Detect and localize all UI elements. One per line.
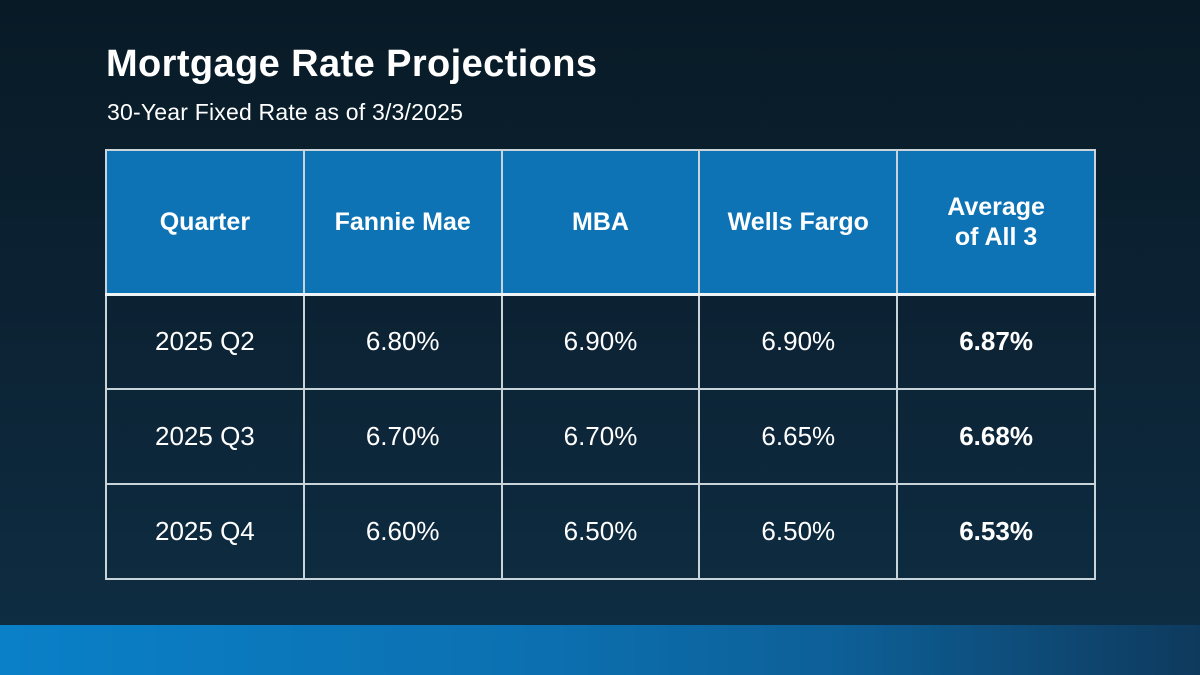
column-header-average-line1: Average bbox=[947, 192, 1045, 221]
column-header-quarter: Quarter bbox=[105, 149, 305, 296]
cell-wells-fargo: 6.65% bbox=[698, 388, 899, 485]
projections-table: Quarter Fannie Mae MBA Wells Fargo Avera… bbox=[105, 149, 1096, 580]
table-row-q2: 2025 Q2 6.80% 6.90% 6.90% 6.87% bbox=[105, 293, 1096, 390]
column-header-fannie-mae: Fannie Mae bbox=[302, 149, 503, 296]
column-header-average-line2: of All 3 bbox=[954, 222, 1038, 251]
cell-quarter: 2025 Q2 bbox=[105, 293, 305, 390]
projections-table-container: Quarter Fannie Mae MBA Wells Fargo Avera… bbox=[105, 149, 1096, 580]
cell-fannie-mae: 6.70% bbox=[302, 388, 503, 485]
column-header-wells-fargo: Wells Fargo bbox=[698, 149, 899, 296]
column-header-average: Average of All 3 bbox=[896, 149, 1096, 296]
cell-quarter: 2025 Q3 bbox=[105, 388, 305, 485]
cell-mba: 6.90% bbox=[500, 293, 701, 390]
cell-fannie-mae: 6.80% bbox=[302, 293, 503, 390]
page-subtitle: 30-Year Fixed Rate as of 3/3/2025 bbox=[107, 99, 464, 125]
footer-accent-bar bbox=[0, 625, 1200, 675]
table-row-q4: 2025 Q4 6.60% 6.50% 6.50% 6.53% bbox=[105, 483, 1096, 580]
table-row-q3: 2025 Q3 6.70% 6.70% 6.65% 6.68% bbox=[105, 388, 1096, 485]
cell-average: 6.87% bbox=[896, 293, 1096, 390]
cell-quarter: 2025 Q4 bbox=[105, 483, 305, 580]
cell-wells-fargo: 6.50% bbox=[698, 483, 899, 580]
cell-average: 6.68% bbox=[896, 388, 1096, 485]
cell-average: 6.53% bbox=[896, 483, 1096, 580]
column-header-mba: MBA bbox=[500, 149, 701, 296]
table-header-row: Quarter Fannie Mae MBA Wells Fargo Avera… bbox=[105, 149, 1096, 296]
cell-mba: 6.70% bbox=[500, 388, 701, 485]
cell-mba: 6.50% bbox=[500, 483, 701, 580]
page-title: Mortgage Rate Projections bbox=[106, 43, 598, 85]
cell-fannie-mae: 6.60% bbox=[302, 483, 503, 580]
cell-wells-fargo: 6.90% bbox=[698, 293, 899, 390]
